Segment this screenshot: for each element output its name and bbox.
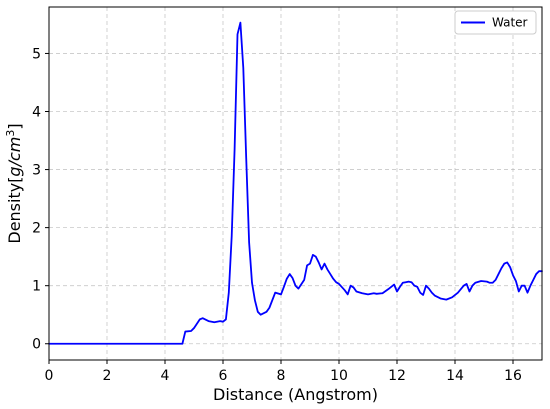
x-tick-label: 8: [277, 368, 286, 384]
plot-frame: [48, 6, 543, 361]
y-tick-label: 5: [32, 46, 41, 62]
x-tick-label: 14: [446, 368, 464, 384]
y-tick-label: 2: [32, 221, 41, 237]
x-tick-label: 16: [504, 368, 522, 384]
legend: Water: [454, 10, 537, 35]
y-tick-label: 0: [32, 337, 41, 353]
series-layer: [48, 21, 543, 345]
x-tick-label: 12: [388, 368, 406, 384]
x-tick-label: 6: [219, 368, 228, 384]
series-line-water: [48, 21, 543, 345]
y-tick-label: 1: [32, 279, 41, 295]
y-tick-label: 3: [32, 163, 41, 179]
x-axis-label: Distance (Angstrom): [213, 385, 378, 404]
y-axis-label: Density[g/cm3]: [4, 123, 24, 243]
y-axis-label-units: g/cm: [5, 137, 24, 177]
y-axis-label-close: ]: [5, 123, 24, 129]
legend-box: [454, 10, 537, 35]
x-tick-label: 10: [330, 368, 348, 384]
y-axis-label-exponent: 3: [4, 130, 17, 137]
x-tick-label: 2: [103, 368, 112, 384]
y-axis-label-main: Density[: [5, 177, 24, 244]
y-tick-label: 4: [32, 105, 41, 121]
legend-label-water: Water: [492, 16, 528, 30]
x-tick-label: 0: [45, 368, 54, 384]
x-tick-label: 4: [161, 368, 170, 384]
